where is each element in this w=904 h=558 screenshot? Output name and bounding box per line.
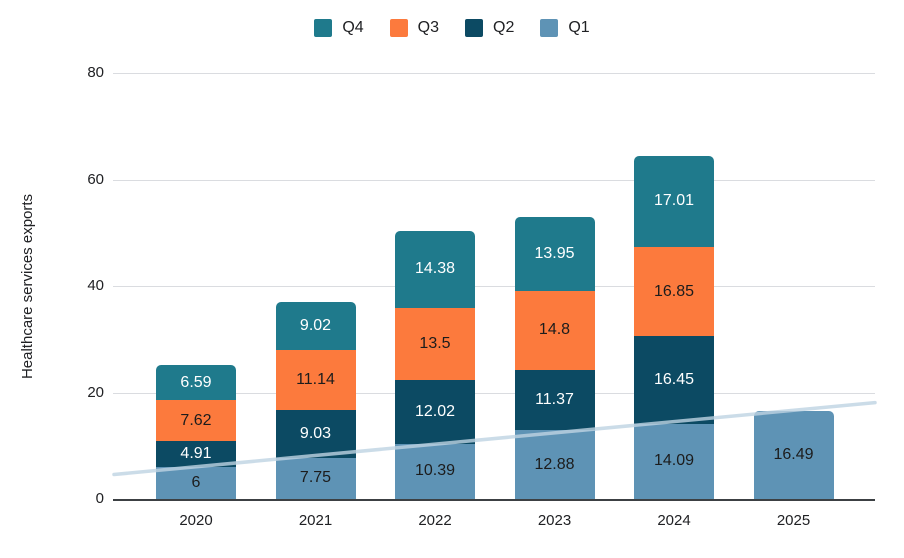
segment-2023-q1[interactable]: 12.88	[514, 430, 595, 499]
x-axis-line	[113, 499, 875, 501]
x-tick-label-2020: 2020	[179, 512, 213, 529]
segment-value-label: 13.95	[534, 244, 575, 262]
y-tick-label: 80	[87, 64, 104, 81]
y-tick-label: 20	[87, 383, 104, 401]
segment-2021-q3[interactable]: 11.14	[275, 350, 356, 410]
legend-label: Q2	[493, 19, 515, 36]
segment-2020-q2[interactable]: 4.91	[156, 440, 236, 468]
bar-2022[interactable]: 14.38 13.5 12.02 10.39	[395, 231, 475, 499]
bar-2024[interactable]: 17.01 16.85 16.45 14.09	[634, 156, 714, 499]
segment-2022-q1[interactable]: 10.39	[395, 443, 475, 499]
gridline-40	[113, 286, 875, 287]
segment-2022-q4[interactable]: 14.38	[395, 231, 475, 308]
y-tick-label: 60	[87, 170, 104, 188]
segment-2021-q4[interactable]: 9.02	[275, 302, 356, 351]
segment-2020-q3[interactable]: 7.62	[156, 400, 236, 441]
segment-value-label: 9.02	[299, 317, 332, 335]
bar-2021[interactable]: 9.02 11.14 9.03 7.75	[275, 302, 356, 499]
x-tick-label-2024: 2024	[657, 512, 691, 529]
segment-value-label: 6.59	[180, 373, 212, 391]
segment-value-label: 14.8	[538, 321, 571, 339]
legend-swatch-icon	[314, 19, 333, 37]
y-tick-label: 0	[95, 490, 104, 507]
segment-value-label: 6	[191, 473, 201, 491]
gridline-80	[113, 73, 875, 74]
legend-label: Q4	[342, 19, 364, 36]
y-tick-label: 40	[87, 277, 104, 294]
legend-label: Q1	[568, 19, 590, 36]
segment-2025-q1[interactable]: 16.49	[753, 411, 834, 499]
x-tick-label-2025: 2025	[776, 512, 811, 529]
segment-2022-q3[interactable]: 13.5	[395, 307, 475, 380]
segment-value-label: 11.37	[535, 391, 574, 409]
segment-2022-q2[interactable]: 12.02	[395, 379, 475, 444]
segment-2024-q3[interactable]: 16.85	[634, 246, 714, 337]
segment-value-label: 7.75	[299, 469, 332, 487]
legend-item-q4[interactable]: Q4	[314, 19, 364, 37]
legend-label: Q3	[417, 19, 439, 36]
segment-value-label: 14.09	[653, 452, 695, 470]
segment-2023-q3[interactable]: 14.8	[514, 291, 595, 370]
segment-value-label: 4.91	[180, 444, 212, 462]
segment-2024-q1[interactable]: 14.09	[634, 423, 714, 499]
legend-item-q1[interactable]: Q1	[540, 19, 590, 37]
y-axis-title: Healthcare services exports	[19, 193, 37, 379]
segment-value-label: 16.49	[773, 446, 814, 464]
x-tick-label-2023: 2023	[537, 512, 572, 529]
gridline-60	[113, 179, 875, 181]
segment-2020-q1[interactable]: 6	[156, 467, 236, 499]
bar-2025[interactable]: 16.49	[753, 411, 834, 499]
segment-value-label: 13.5	[419, 334, 451, 352]
y-axis-title-box: Healthcare services exports	[16, 73, 40, 499]
bar-2020[interactable]: 6.59 7.62 4.91 6	[156, 365, 236, 499]
segment-2023-q2[interactable]: 11.37	[514, 369, 595, 431]
segment-value-label: 10.39	[414, 462, 456, 480]
segment-value-label: 12.88	[534, 455, 575, 473]
segment-2023-q4[interactable]: 13.95	[514, 216, 595, 292]
segment-value-label: 7.62	[180, 411, 212, 429]
legend-item-q2[interactable]: Q2	[465, 19, 514, 37]
segment-value-label: 16.85	[653, 282, 695, 300]
gridline-20	[113, 392, 875, 394]
segment-2024-q4[interactable]: 17.01	[634, 156, 714, 247]
segment-2024-q2[interactable]: 16.45	[634, 336, 714, 424]
segment-2020-q4[interactable]: 6.59	[156, 365, 236, 401]
bar-2023[interactable]: 13.95 14.8 11.37 12.88	[514, 216, 595, 499]
segment-value-label: 9.03	[299, 424, 332, 442]
segment-2021-q1[interactable]: 7.75	[275, 457, 356, 499]
segment-value-label: 17.01	[653, 192, 695, 210]
segment-value-label: 16.45	[653, 371, 695, 389]
x-tick-label-2022: 2022	[418, 512, 452, 529]
legend-swatch-icon	[389, 19, 408, 37]
segment-value-label: 11.14	[296, 370, 335, 388]
x-tick-label-2021: 2021	[298, 512, 333, 529]
segment-value-label: 12.02	[414, 402, 456, 420]
legend-swatch-icon	[540, 19, 559, 37]
segment-value-label: 14.38	[414, 260, 456, 278]
legend-swatch-icon	[465, 19, 483, 37]
segment-2021-q2[interactable]: 9.03	[275, 409, 356, 458]
legend-item-q3[interactable]: Q3	[389, 19, 439, 37]
chart-legend: Q4 Q3 Q2 Q1	[0, 19, 904, 37]
